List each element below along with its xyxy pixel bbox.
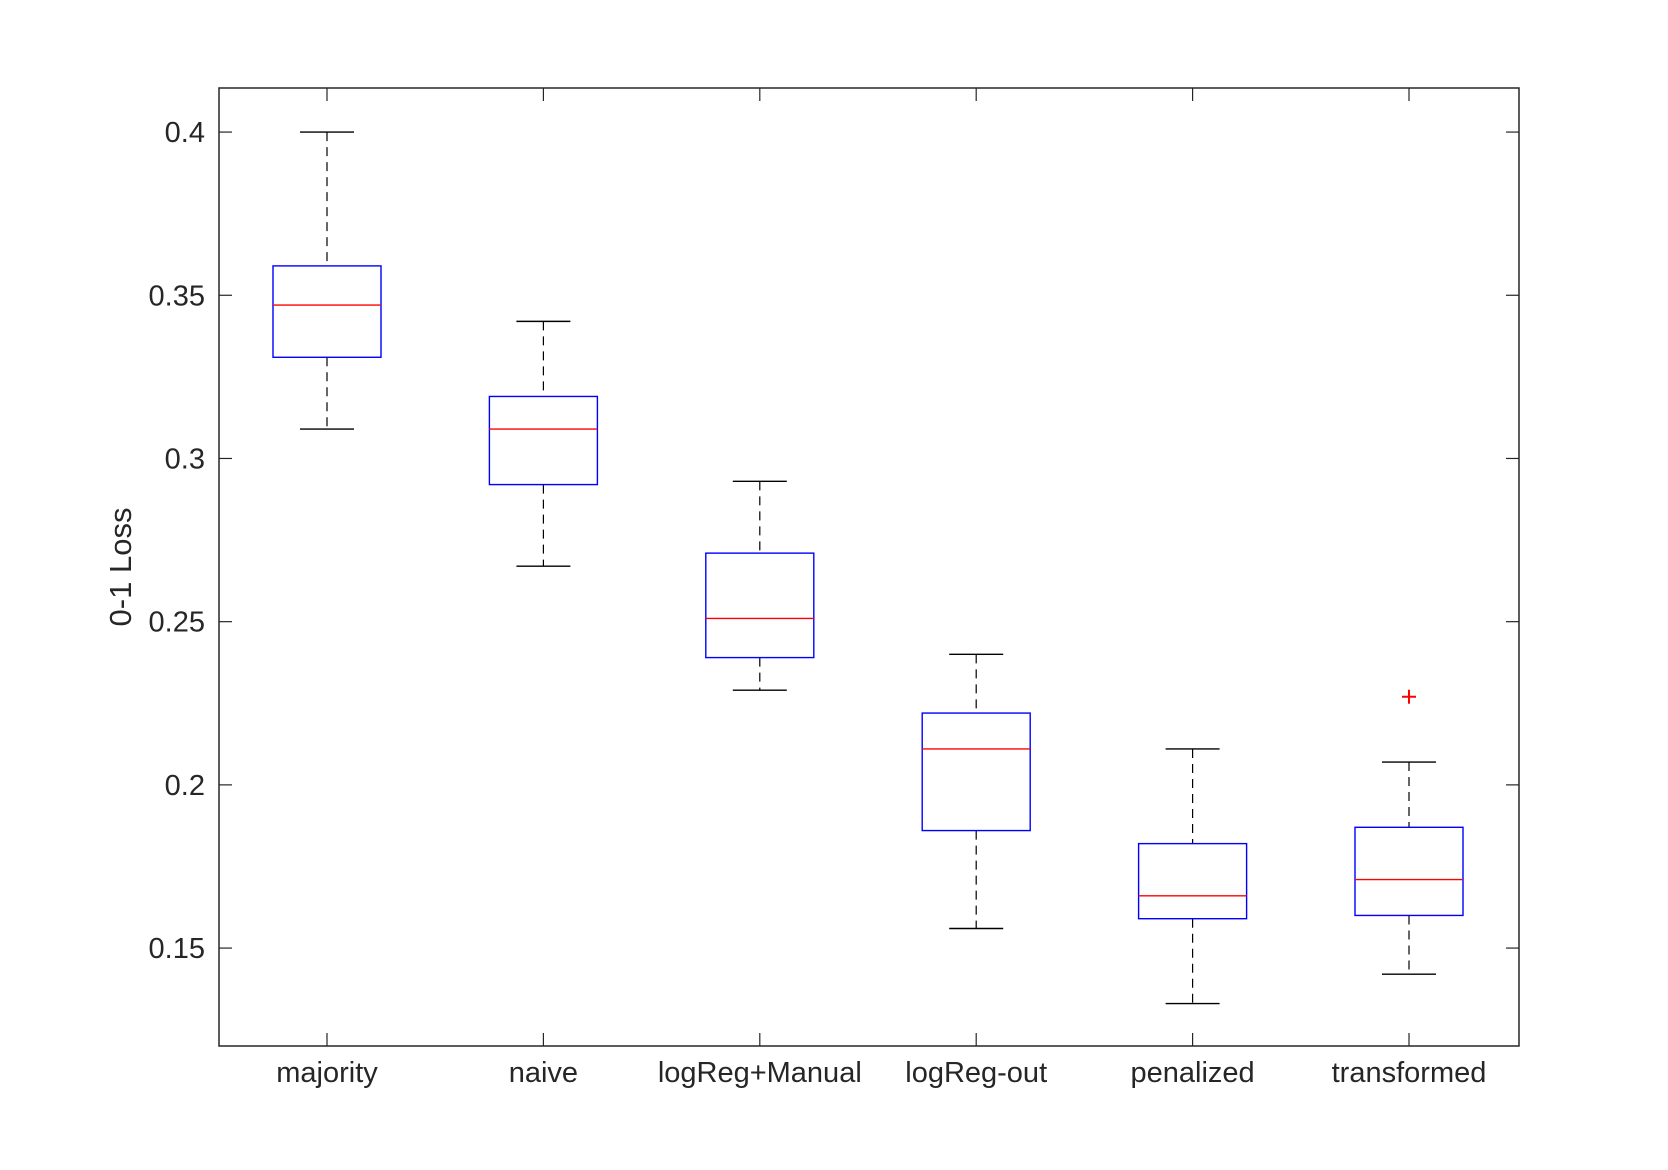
axis-ticks <box>219 88 1519 1046</box>
iqr-box <box>1137 842 1248 920</box>
box-group <box>488 320 599 567</box>
y-tick-label: 0.25 <box>149 607 205 639</box>
y-tick-label: 0.2 <box>165 770 205 802</box>
y-tick-label: 0.15 <box>149 933 205 965</box>
y-tick-label: 0.3 <box>165 443 205 475</box>
box-group <box>921 653 1031 930</box>
box-group <box>1354 689 1464 975</box>
y-axis-label: 0-1 Loss <box>103 508 138 627</box>
y-tick-label: 0.4 <box>165 117 205 149</box>
box-group <box>705 480 815 691</box>
x-tick-label: penalized <box>1131 1057 1255 1089</box>
iqr-box <box>1354 826 1464 917</box>
outlier-marker <box>1402 689 1416 704</box>
tick-labels: 0.15 0.2 0.25 0.3 0.35 0.4 majority naive logReg… <box>149 117 1487 1089</box>
x-tick-label: majority <box>276 1057 378 1089</box>
x-tick-label: naive <box>509 1057 578 1089</box>
plot-area <box>218 87 1520 1047</box>
iqr-box <box>272 265 382 358</box>
x-tick-label: transformed <box>1332 1057 1487 1089</box>
iqr-box <box>488 395 599 486</box>
iqr-box <box>705 552 815 659</box>
x-tick-label: logReg-out <box>905 1057 1047 1089</box>
y-tick-label: 0.35 <box>149 280 205 312</box>
box-group <box>1137 748 1248 1005</box>
x-tick-label: logReg+Manual <box>658 1057 862 1089</box>
iqr-box <box>921 712 1031 832</box>
box-group <box>272 131 382 430</box>
boxes <box>272 131 1464 1005</box>
